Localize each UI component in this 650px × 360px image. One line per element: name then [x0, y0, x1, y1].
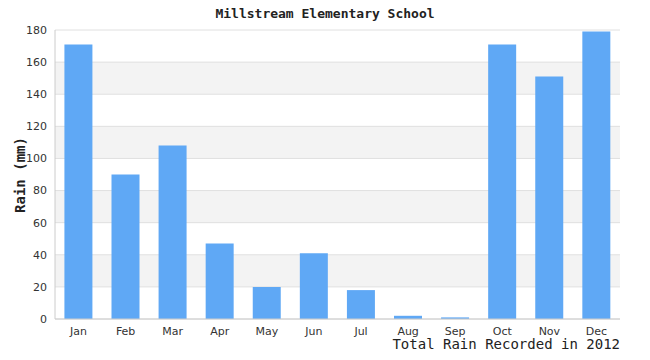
svg-text:80: 80 [33, 184, 47, 197]
svg-text:Nov: Nov [539, 325, 561, 338]
svg-text:Oct: Oct [493, 325, 513, 338]
svg-text:Jan: Jan [69, 325, 87, 338]
svg-text:20: 20 [33, 281, 47, 294]
svg-text:120: 120 [26, 120, 47, 133]
svg-text:Sep: Sep [445, 325, 466, 338]
svg-text:0: 0 [40, 313, 47, 326]
svg-text:160: 160 [26, 56, 47, 69]
html-text:Millstream Elementary School: Millstream Elementary School [215, 6, 435, 21]
svg-text:Dec: Dec [586, 325, 607, 338]
svg-text:140: 140 [26, 88, 47, 101]
svg-text:Mar: Mar [162, 325, 183, 338]
svg-text:100: 100 [26, 152, 47, 165]
svg-text:May: May [256, 325, 279, 338]
svg-text:Aug: Aug [397, 325, 418, 338]
svg-text:Feb: Feb [116, 325, 135, 338]
svg-text:Jul: Jul [353, 325, 367, 338]
html-text:Total Rain Recorded in 2012: Total Rain Recorded in 2012 [392, 336, 620, 352]
svg-text:40: 40 [33, 249, 47, 262]
svg-text:Jun: Jun [304, 325, 322, 338]
html-text:Rain (mm): Rain (mm) [12, 137, 28, 213]
svg-text:Apr: Apr [210, 325, 230, 338]
svg-text:60: 60 [33, 217, 47, 230]
svg-text:180: 180 [26, 24, 47, 37]
